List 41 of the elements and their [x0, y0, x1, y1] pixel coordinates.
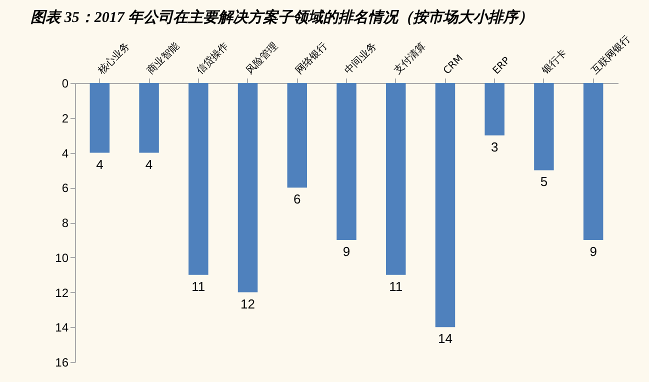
y-tick-label: 8 — [62, 216, 69, 230]
bar — [188, 83, 208, 275]
data-label: 9 — [590, 244, 597, 259]
x-tick-label: 风险管理 — [244, 40, 280, 77]
bar — [336, 83, 356, 240]
data-label: 4 — [96, 156, 104, 172]
x-tick-label: 互联网银行 — [589, 32, 633, 77]
data-label: 12 — [240, 296, 256, 312]
bar — [583, 83, 604, 240]
bar — [534, 83, 554, 170]
bar — [238, 83, 258, 292]
y-tick-label: 10 — [55, 250, 69, 265]
x-tick-label: 支付清算 — [392, 40, 428, 77]
data-label: 5 — [540, 174, 548, 190]
bar — [386, 83, 406, 275]
y-tick-label: 4 — [62, 146, 69, 160]
chart-title: 图表 35：2017 年公司在主要解决方案子领域的排名情况（按市场大小排序） — [30, 8, 534, 26]
bar — [287, 83, 308, 188]
bar — [435, 83, 456, 328]
data-label: 9 — [342, 244, 350, 259]
x-tick-label: 网络银行 — [292, 40, 330, 77]
x-tick-label: 核心业务 — [94, 40, 132, 78]
data-label: 6 — [294, 192, 301, 207]
y-tick-label: 6 — [62, 181, 69, 196]
y-tick-label: 14 — [55, 320, 69, 335]
bar — [484, 83, 504, 136]
data-label: 3 — [490, 139, 498, 154]
x-tick-label: 商业智能 — [144, 40, 182, 77]
y-tick-label: 16 — [55, 356, 69, 370]
bar — [90, 83, 110, 153]
data-label: 14 — [438, 331, 452, 346]
x-tick-label: 银行卡 — [539, 47, 570, 78]
data-label: 11 — [389, 278, 403, 294]
y-tick-label: 2 — [62, 111, 69, 126]
y-tick-label: 0 — [62, 76, 69, 90]
bar — [139, 83, 159, 153]
x-tick-label: 信贷操作 — [194, 40, 231, 77]
y-tick-label: 12 — [55, 286, 69, 300]
data-label: 11 — [192, 278, 206, 294]
x-tick-label: 中间业务 — [342, 40, 380, 77]
data-label: 4 — [145, 156, 153, 172]
